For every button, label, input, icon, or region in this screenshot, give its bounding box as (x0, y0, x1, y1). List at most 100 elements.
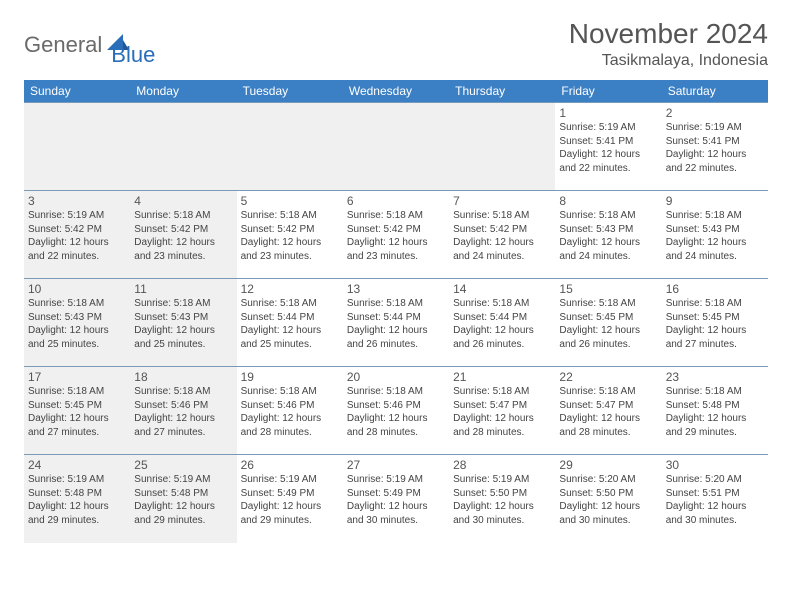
sunrise-line: Sunrise: 5:19 AM (134, 473, 232, 487)
calendar-cell: 20Sunrise: 5:18 AMSunset: 5:46 PMDayligh… (343, 367, 449, 455)
daylight-line: and 29 minutes. (28, 514, 126, 528)
sunrise-line: Sunrise: 5:20 AM (559, 473, 657, 487)
calendar-week: 17Sunrise: 5:18 AMSunset: 5:45 PMDayligh… (24, 367, 768, 455)
sunrise-line: Sunrise: 5:18 AM (666, 297, 764, 311)
calendar-week: 3Sunrise: 5:19 AMSunset: 5:42 PMDaylight… (24, 191, 768, 279)
sunset-line: Sunset: 5:49 PM (347, 487, 445, 501)
sunset-line: Sunset: 5:48 PM (666, 399, 764, 413)
calendar-cell (130, 103, 236, 191)
calendar-cell: 27Sunrise: 5:19 AMSunset: 5:49 PMDayligh… (343, 455, 449, 543)
sunset-line: Sunset: 5:45 PM (666, 311, 764, 325)
calendar-cell: 13Sunrise: 5:18 AMSunset: 5:44 PMDayligh… (343, 279, 449, 367)
day-number: 9 (666, 194, 764, 208)
calendar-cell: 18Sunrise: 5:18 AMSunset: 5:46 PMDayligh… (130, 367, 236, 455)
sunset-line: Sunset: 5:44 PM (241, 311, 339, 325)
sunset-line: Sunset: 5:43 PM (666, 223, 764, 237)
daylight-line: and 25 minutes. (28, 338, 126, 352)
sunset-line: Sunset: 5:45 PM (559, 311, 657, 325)
calendar-cell: 22Sunrise: 5:18 AMSunset: 5:47 PMDayligh… (555, 367, 661, 455)
month-title: November 2024 (569, 18, 768, 50)
calendar-cell: 6Sunrise: 5:18 AMSunset: 5:42 PMDaylight… (343, 191, 449, 279)
daylight-line: and 23 minutes. (347, 250, 445, 264)
daylight-line: Daylight: 12 hours (347, 324, 445, 338)
sunset-line: Sunset: 5:46 PM (134, 399, 232, 413)
daylight-line: and 29 minutes. (666, 426, 764, 440)
calendar-cell: 3Sunrise: 5:19 AMSunset: 5:42 PMDaylight… (24, 191, 130, 279)
daylight-line: and 30 minutes. (347, 514, 445, 528)
sunrise-line: Sunrise: 5:18 AM (347, 385, 445, 399)
day-number: 29 (559, 458, 657, 472)
daylight-line: Daylight: 12 hours (666, 148, 764, 162)
brand-part2: Blue (111, 42, 155, 68)
sunset-line: Sunset: 5:43 PM (134, 311, 232, 325)
calendar-cell: 29Sunrise: 5:20 AMSunset: 5:50 PMDayligh… (555, 455, 661, 543)
calendar-body: 1Sunrise: 5:19 AMSunset: 5:41 PMDaylight… (24, 103, 768, 543)
sunrise-line: Sunrise: 5:18 AM (453, 385, 551, 399)
sunrise-line: Sunrise: 5:18 AM (666, 209, 764, 223)
sunset-line: Sunset: 5:48 PM (134, 487, 232, 501)
daylight-line: and 30 minutes. (666, 514, 764, 528)
daylight-line: and 28 minutes. (347, 426, 445, 440)
day-number: 20 (347, 370, 445, 384)
daylight-line: Daylight: 12 hours (241, 236, 339, 250)
calendar-cell: 19Sunrise: 5:18 AMSunset: 5:46 PMDayligh… (237, 367, 343, 455)
sunset-line: Sunset: 5:50 PM (559, 487, 657, 501)
day-number: 13 (347, 282, 445, 296)
sunrise-line: Sunrise: 5:18 AM (134, 297, 232, 311)
day-number: 17 (28, 370, 126, 384)
daylight-line: and 22 minutes. (28, 250, 126, 264)
sunset-line: Sunset: 5:42 PM (134, 223, 232, 237)
daylight-line: Daylight: 12 hours (134, 324, 232, 338)
day-number: 25 (134, 458, 232, 472)
daylight-line: and 26 minutes. (559, 338, 657, 352)
weekday-header: Friday (555, 80, 661, 103)
day-number: 7 (453, 194, 551, 208)
weekday-header: Monday (130, 80, 236, 103)
sunset-line: Sunset: 5:44 PM (347, 311, 445, 325)
day-number: 10 (28, 282, 126, 296)
daylight-line: Daylight: 12 hours (559, 236, 657, 250)
sunrise-line: Sunrise: 5:18 AM (453, 209, 551, 223)
calendar-cell: 7Sunrise: 5:18 AMSunset: 5:42 PMDaylight… (449, 191, 555, 279)
day-number: 12 (241, 282, 339, 296)
daylight-line: Daylight: 12 hours (134, 412, 232, 426)
sunrise-line: Sunrise: 5:18 AM (453, 297, 551, 311)
day-number: 22 (559, 370, 657, 384)
day-number: 27 (347, 458, 445, 472)
daylight-line: and 23 minutes. (134, 250, 232, 264)
daylight-line: Daylight: 12 hours (241, 324, 339, 338)
calendar-cell: 12Sunrise: 5:18 AMSunset: 5:44 PMDayligh… (237, 279, 343, 367)
day-number: 8 (559, 194, 657, 208)
sunrise-line: Sunrise: 5:19 AM (28, 209, 126, 223)
daylight-line: Daylight: 12 hours (134, 500, 232, 514)
sunrise-line: Sunrise: 5:18 AM (241, 209, 339, 223)
day-number: 19 (241, 370, 339, 384)
daylight-line: and 24 minutes. (453, 250, 551, 264)
sunset-line: Sunset: 5:49 PM (241, 487, 339, 501)
daylight-line: Daylight: 12 hours (28, 324, 126, 338)
day-number: 21 (453, 370, 551, 384)
sunset-line: Sunset: 5:46 PM (241, 399, 339, 413)
day-number: 23 (666, 370, 764, 384)
weekday-header: Wednesday (343, 80, 449, 103)
sunrise-line: Sunrise: 5:19 AM (347, 473, 445, 487)
brand-logo: General Blue (24, 18, 155, 68)
brand-part1: General (24, 32, 102, 58)
daylight-line: Daylight: 12 hours (559, 148, 657, 162)
calendar-cell: 17Sunrise: 5:18 AMSunset: 5:45 PMDayligh… (24, 367, 130, 455)
daylight-line: Daylight: 12 hours (347, 236, 445, 250)
daylight-line: and 25 minutes. (241, 338, 339, 352)
calendar-cell: 8Sunrise: 5:18 AMSunset: 5:43 PMDaylight… (555, 191, 661, 279)
calendar-cell: 16Sunrise: 5:18 AMSunset: 5:45 PMDayligh… (662, 279, 768, 367)
weekday-header: Tuesday (237, 80, 343, 103)
daylight-line: and 24 minutes. (666, 250, 764, 264)
day-number: 5 (241, 194, 339, 208)
daylight-line: Daylight: 12 hours (559, 324, 657, 338)
sunrise-line: Sunrise: 5:18 AM (28, 297, 126, 311)
sunrise-line: Sunrise: 5:19 AM (453, 473, 551, 487)
sunset-line: Sunset: 5:50 PM (453, 487, 551, 501)
sunrise-line: Sunrise: 5:18 AM (347, 297, 445, 311)
day-number: 14 (453, 282, 551, 296)
calendar-cell: 28Sunrise: 5:19 AMSunset: 5:50 PMDayligh… (449, 455, 555, 543)
sunset-line: Sunset: 5:51 PM (666, 487, 764, 501)
